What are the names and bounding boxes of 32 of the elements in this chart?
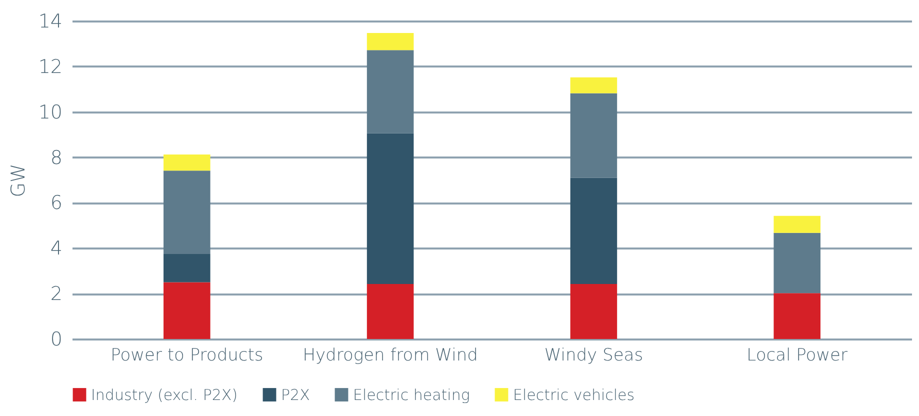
bar [774,293,820,339]
legend-label: Industry (excl. P2X) [91,386,238,404]
x-tick-label: Hydrogen from Wind [302,346,478,366]
y-tick-label: 10 [38,101,62,124]
y-tick-label: 8 [50,146,62,169]
bar [366,33,414,50]
bar [164,254,210,282]
bar [366,133,414,284]
y-tick-label: 6 [50,192,62,214]
bar [164,154,210,171]
x-tick-label: Local Power [746,346,848,366]
bar [570,284,618,339]
bar [366,50,414,134]
y-tick-label: 12 [38,56,62,78]
y-tick-label: 2 [50,283,62,306]
x-tick-label: Power to Products [110,346,264,366]
y-tick-label: 0 [50,328,62,350]
y-tick-label: 4 [50,238,62,260]
bar [570,93,618,178]
legend-label: P2X [281,386,310,404]
bar [164,282,210,339]
bar [570,178,618,284]
bar [164,170,210,254]
bar [774,232,820,294]
x-tick-label: Windy Seas [544,346,644,366]
legend-label: Electric vehicles [513,386,635,404]
bar [774,216,820,233]
legend-label: Electric heating [353,386,470,404]
bar [570,77,618,94]
y-axis-title: GW [7,164,30,198]
bar [366,284,414,339]
y-tick-label: 14 [38,10,62,32]
